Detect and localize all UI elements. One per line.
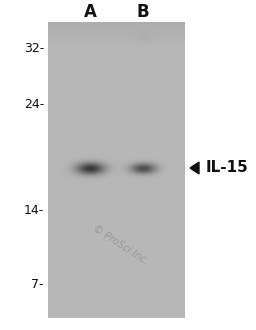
Text: 32-: 32-: [24, 42, 44, 54]
Text: A: A: [83, 3, 97, 21]
Text: B: B: [137, 3, 149, 21]
Text: © ProSci Inc.: © ProSci Inc.: [91, 223, 150, 267]
Polygon shape: [190, 162, 199, 174]
Text: IL-15: IL-15: [206, 160, 249, 176]
Text: 14-: 14-: [24, 204, 44, 216]
Text: 7-: 7-: [31, 279, 44, 291]
Text: 24-: 24-: [24, 98, 44, 112]
